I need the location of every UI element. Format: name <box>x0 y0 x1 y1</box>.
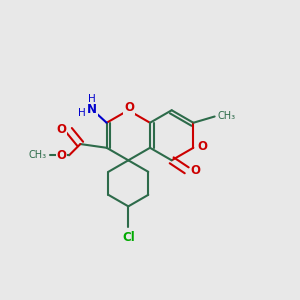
Text: CH₃: CH₃ <box>218 111 236 121</box>
Text: O: O <box>56 149 66 162</box>
Text: O: O <box>190 164 200 177</box>
Text: O: O <box>124 101 134 114</box>
Text: H: H <box>88 94 96 104</box>
Text: Cl: Cl <box>122 231 135 244</box>
Text: H: H <box>78 107 86 118</box>
Text: O: O <box>197 140 208 153</box>
Text: CH₃: CH₃ <box>29 150 47 160</box>
Text: O: O <box>56 123 66 136</box>
Text: N: N <box>87 103 97 116</box>
